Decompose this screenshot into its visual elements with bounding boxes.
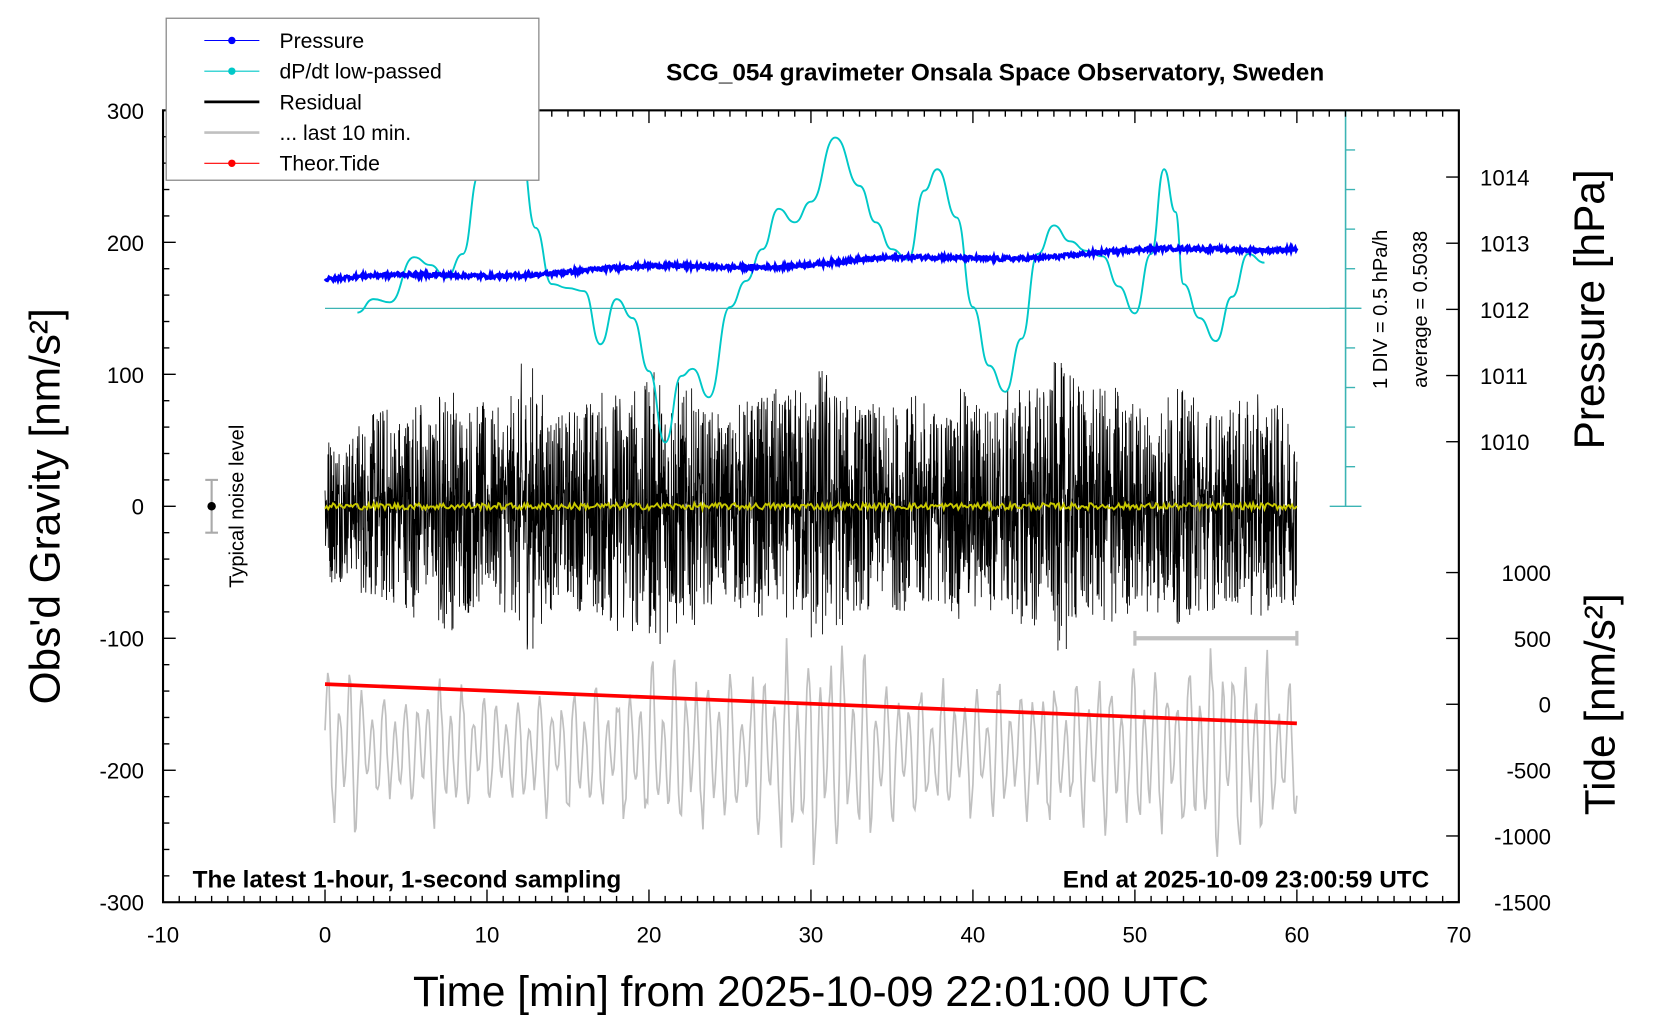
- y-tick-label-pressure: 1013: [1480, 232, 1529, 257]
- x-tick-label: 10: [475, 922, 500, 947]
- axes: -10 0 10 20 30 40 50 60 703002001000-100-200-300…: [99, 99, 1550, 948]
- y-tick-label-left: -100: [99, 627, 143, 652]
- legend-swatch-dot: [228, 67, 236, 75]
- plot-area: [205, 109, 1362, 866]
- x-tick-label: 0: [319, 922, 331, 947]
- legend-swatch-dot: [228, 159, 236, 167]
- y-tick-label-left: 200: [107, 231, 144, 256]
- y-tick-label-left: 100: [107, 363, 144, 388]
- x-tick-label: 60: [1285, 922, 1310, 947]
- x-tick-label: 40: [961, 922, 986, 947]
- y-tick-label-tide: 0: [1539, 693, 1551, 718]
- legend-box: [165, 17, 540, 181]
- last10-series-line: [324, 638, 1298, 866]
- legend-label: Pressure: [279, 30, 364, 53]
- residual-series-line: [324, 362, 1298, 651]
- chart-title: SCG_054 gravimeter Onsala Space Observat…: [666, 60, 1324, 87]
- y-tick-label-tide: 500: [1514, 627, 1551, 652]
- x-axis-label: Time [min] from 2025-10-09 22:01:00 UTC: [413, 968, 1209, 1015]
- pressure-series-line: [323, 240, 1299, 286]
- y-tick-label-pressure: 1011: [1480, 364, 1528, 389]
- y-axis-label-left: Obs'd Gravity [nm/s²]: [21, 308, 68, 704]
- y-axis-label-tide: Tide [nm/s²]: [1576, 593, 1623, 815]
- x-tick-label: 30: [799, 922, 824, 947]
- legend-label: ... last 10 min.: [279, 122, 411, 145]
- x-tick-label: 70: [1446, 922, 1471, 947]
- y-tick-label-tide: -1000: [1494, 824, 1551, 849]
- legend: Pressure dP/dt low-passed Residual ... last…: [165, 17, 540, 181]
- y-tick-label-left: 300: [107, 99, 144, 124]
- y-tick-label-left: -300: [99, 891, 143, 916]
- average-label: average = 0.5038: [1410, 231, 1432, 388]
- y-tick-label-pressure: 1010: [1480, 430, 1529, 455]
- legend-swatch-dot: [228, 36, 236, 45]
- noise-level-label: Typical noise level: [226, 425, 248, 588]
- y-tick-label-tide: 1000: [1502, 561, 1551, 586]
- y-tick-label-left: 0: [132, 495, 144, 520]
- x-tick-label: 20: [637, 922, 662, 947]
- x-tick-label: 50: [1123, 922, 1148, 947]
- x-tick-label: -10: [147, 922, 179, 947]
- y-tick-label-pressure: 1012: [1480, 298, 1529, 323]
- div-label: 1 DIV = 0.5 hPa/h: [1370, 230, 1392, 389]
- sampling-note: The latest 1-hour, 1-second sampling: [193, 866, 622, 893]
- theor-tide-line: [324, 682, 1297, 726]
- end-time-note: End at 2025-10-09 23:00:59 UTC: [1063, 866, 1429, 893]
- y-tick-label-pressure: 1014: [1480, 166, 1529, 191]
- y-tick-label-tide: -1500: [1494, 890, 1551, 915]
- noise-level-dot: [207, 502, 216, 511]
- y-axis-label-pressure: Pressure [hPa]: [1566, 169, 1613, 449]
- legend-label: Residual: [279, 91, 361, 114]
- legend-label: dP/dt low-passed: [279, 61, 441, 84]
- residual-mean-line: [324, 499, 1298, 514]
- legend-label: Theor.Tide: [279, 153, 379, 176]
- y-tick-label-tide: -500: [1506, 759, 1550, 784]
- y-tick-label-left: -200: [99, 759, 143, 784]
